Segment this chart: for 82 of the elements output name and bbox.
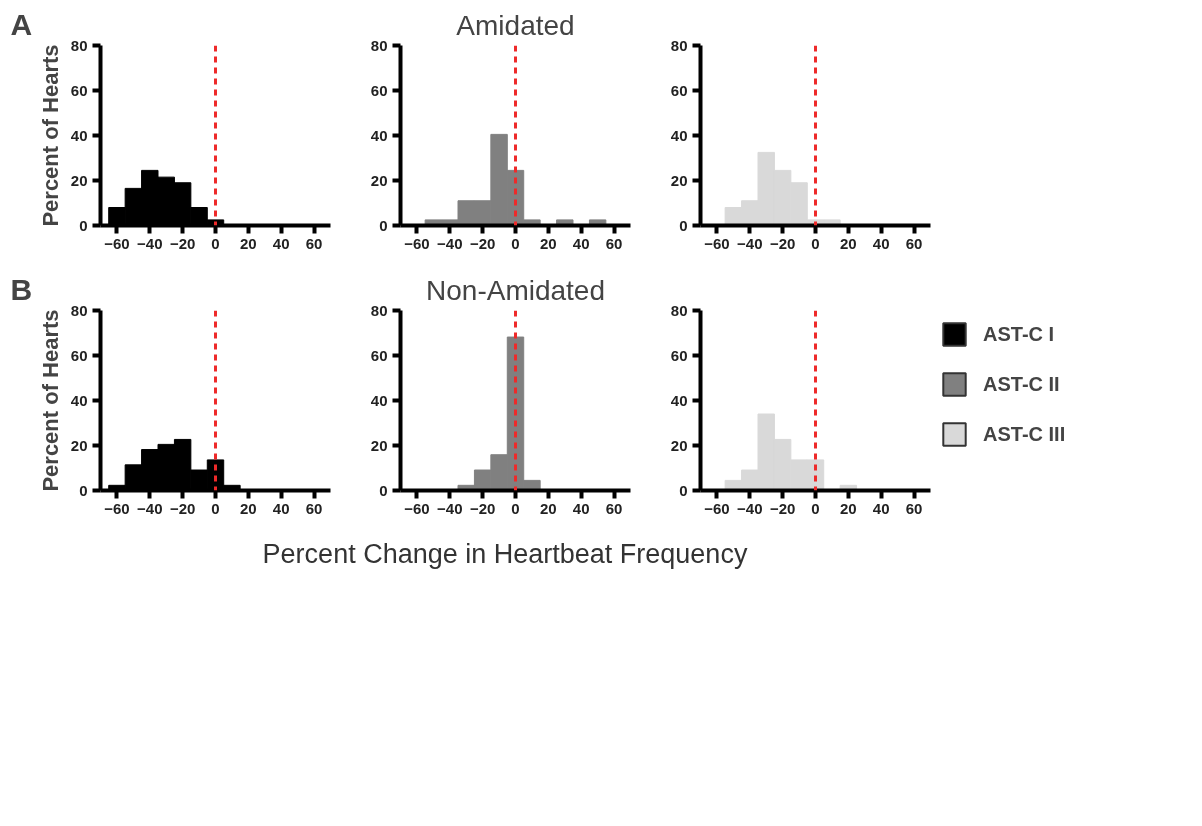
x-tick-label: 40 <box>872 234 890 252</box>
x-tick-label: 20 <box>840 499 857 517</box>
x-tick-label: −20 <box>169 234 196 252</box>
y-tick-label: 40 <box>370 126 388 144</box>
x-tick-label: 20 <box>540 499 557 517</box>
x-tick-label: −60 <box>404 234 430 252</box>
x-tick-label: 40 <box>272 234 290 252</box>
x-tick-label: 60 <box>305 499 323 517</box>
x-axis-title: Percent Change in Heartbeat Frequency <box>262 538 748 571</box>
y-tick-label: 60 <box>670 81 688 99</box>
y-axis-title: Percent of Hearts <box>37 309 63 492</box>
x-tick-label: 60 <box>305 234 323 252</box>
y-tick-label: 60 <box>70 346 88 364</box>
y-tick-label: 20 <box>670 171 688 189</box>
x-tick-label: 40 <box>872 499 890 517</box>
y-tick-label: 20 <box>370 171 388 189</box>
y-tick-label: 80 <box>370 36 388 54</box>
x-tick-label: −60 <box>704 499 730 517</box>
x-tick-label: 20 <box>840 234 857 252</box>
y-tick-label: 20 <box>670 436 688 454</box>
x-tick-label: −20 <box>469 234 496 252</box>
y-tick-label: 80 <box>670 301 688 319</box>
y-tick-label: 0 <box>679 216 688 234</box>
y-tick-label: 60 <box>670 346 688 364</box>
y-tick-label: 80 <box>70 301 88 319</box>
y-tick-label: 20 <box>370 436 388 454</box>
y-tick-label: 40 <box>370 391 388 409</box>
x-tick-label: 20 <box>540 234 557 252</box>
x-tick-label: −20 <box>769 234 796 252</box>
y-tick-label: 60 <box>370 81 388 99</box>
x-tick-label: 20 <box>240 234 257 252</box>
legend-label: AST-C II <box>983 372 1060 396</box>
y-axis-title: Percent of Hearts <box>37 44 63 227</box>
x-tick-label: 0 <box>811 234 820 252</box>
chart-title: Amidated <box>456 9 575 41</box>
y-tick-label: 40 <box>670 126 688 144</box>
x-tick-label: −40 <box>437 499 463 517</box>
y-tick-label: 60 <box>370 346 388 364</box>
y-tick-label: 40 <box>70 391 88 409</box>
y-tick-label: 20 <box>70 171 88 189</box>
x-tick-label: −60 <box>704 234 730 252</box>
y-tick-label: 0 <box>679 481 688 499</box>
x-tick-label: 0 <box>511 499 520 517</box>
x-tick-label: −20 <box>169 499 196 517</box>
y-tick-label: 0 <box>79 216 88 234</box>
x-tick-label: −60 <box>104 499 130 517</box>
y-tick-label: 80 <box>370 301 388 319</box>
legend-label: AST-C I <box>983 322 1055 346</box>
y-tick-label: 40 <box>70 126 88 144</box>
x-tick-label: 0 <box>211 234 220 252</box>
x-tick-label: 60 <box>905 234 923 252</box>
x-tick-label: −20 <box>769 499 796 517</box>
y-tick-label: 20 <box>70 436 88 454</box>
y-tick-label: 60 <box>70 81 88 99</box>
x-tick-label: 0 <box>811 499 820 517</box>
x-tick-label: 20 <box>240 499 257 517</box>
y-tick-label: 0 <box>79 481 88 499</box>
x-tick-label: 0 <box>211 499 220 517</box>
x-tick-label: −40 <box>737 234 763 252</box>
chart-title: B <box>10 272 33 306</box>
x-tick-label: 60 <box>605 499 623 517</box>
x-tick-label: −40 <box>737 499 763 517</box>
x-tick-label: 40 <box>572 234 590 252</box>
chart-title: Non-Amidated <box>426 274 605 306</box>
y-tick-label: 80 <box>70 36 88 54</box>
x-tick-label: −40 <box>137 499 163 517</box>
x-tick-label: 60 <box>605 234 623 252</box>
x-tick-label: −20 <box>469 499 496 517</box>
x-tick-label: 0 <box>511 234 520 252</box>
x-tick-label: 40 <box>572 499 590 517</box>
chart-title: A <box>10 7 33 41</box>
x-tick-label: 60 <box>905 499 923 517</box>
y-tick-label: 40 <box>670 391 688 409</box>
legend-label: AST-C III <box>983 422 1066 446</box>
y-tick-label: 0 <box>379 216 388 234</box>
x-tick-label: 40 <box>272 499 290 517</box>
y-tick-label: 80 <box>670 36 688 54</box>
x-tick-label: −60 <box>404 499 430 517</box>
x-tick-label: −60 <box>104 234 130 252</box>
y-tick-label: 0 <box>379 481 388 499</box>
x-tick-label: −40 <box>437 234 463 252</box>
x-tick-label: −40 <box>137 234 163 252</box>
